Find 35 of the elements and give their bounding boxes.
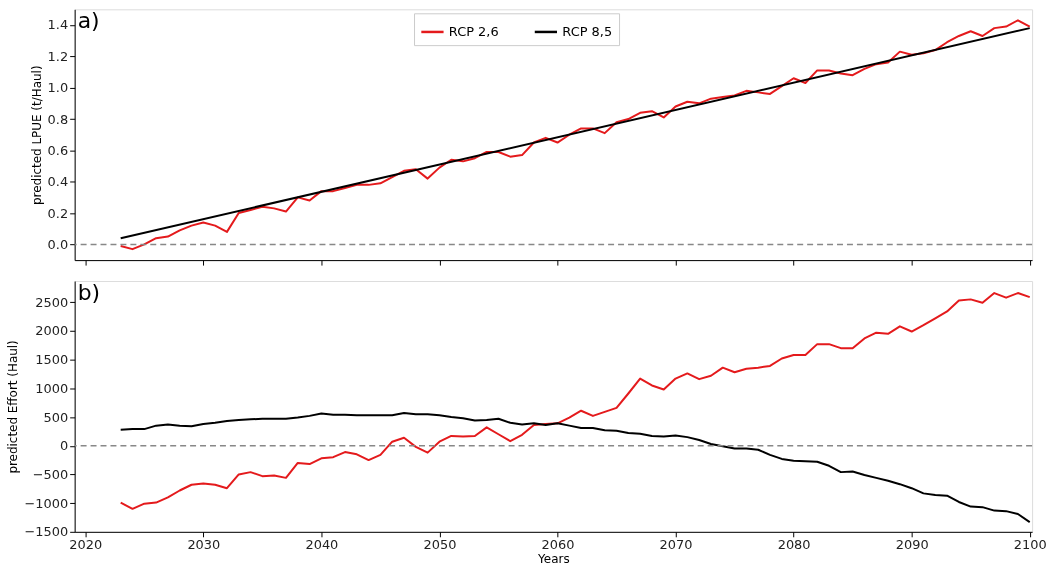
y-tick-label: 1.0 bbox=[47, 80, 69, 96]
x-tick-label: 2020 bbox=[69, 537, 103, 553]
x-tick-label: 2030 bbox=[187, 537, 221, 553]
line-series bbox=[119, 292, 1031, 510]
x-tick-label: 2060 bbox=[541, 537, 575, 553]
x-tick-label: 2090 bbox=[895, 537, 929, 553]
line-series bbox=[119, 412, 1031, 524]
y-tick-label: 1.2 bbox=[47, 48, 69, 64]
x-tick-label: 2070 bbox=[659, 537, 693, 553]
y-tick-label: 1500 bbox=[35, 352, 69, 368]
x-tick-label: 2050 bbox=[423, 537, 457, 553]
y-tick-label: 0.0 bbox=[47, 236, 69, 252]
y-tick-label: 500 bbox=[43, 409, 69, 425]
chart-title: a) bbox=[77, 8, 100, 34]
y-tick-label: 1000 bbox=[35, 380, 69, 396]
y-tick-label: 0.2 bbox=[47, 205, 69, 221]
y-tick-label: −1500 bbox=[24, 524, 69, 540]
legend-label: RCP 8,5 bbox=[562, 23, 613, 39]
y-tick-label: −1000 bbox=[24, 495, 69, 511]
x-tick-label: 2080 bbox=[777, 537, 811, 553]
x-tick-label: 2040 bbox=[305, 537, 339, 553]
y-axis-title: predicted Effort (Haul) bbox=[6, 340, 21, 474]
y-tick-label: 1.4 bbox=[47, 17, 69, 33]
y-tick-label: 0 bbox=[59, 438, 69, 454]
y-axis-title: predicted LPUE (t/Haul) bbox=[29, 65, 44, 205]
x-tick-label: 2100 bbox=[1013, 537, 1047, 553]
y-tick-label: −500 bbox=[32, 466, 69, 482]
y-tick-label: 0.6 bbox=[47, 142, 69, 158]
y-tick-label: 2500 bbox=[35, 294, 69, 310]
y-tick-label: 0.4 bbox=[47, 174, 69, 190]
y-tick-label: 2000 bbox=[35, 323, 69, 339]
y-tick-label: 0.8 bbox=[47, 111, 69, 127]
x-axis-title: Years bbox=[537, 552, 570, 567]
legend-label: RCP 2,6 bbox=[448, 23, 499, 39]
chart-title: b) bbox=[77, 279, 101, 305]
